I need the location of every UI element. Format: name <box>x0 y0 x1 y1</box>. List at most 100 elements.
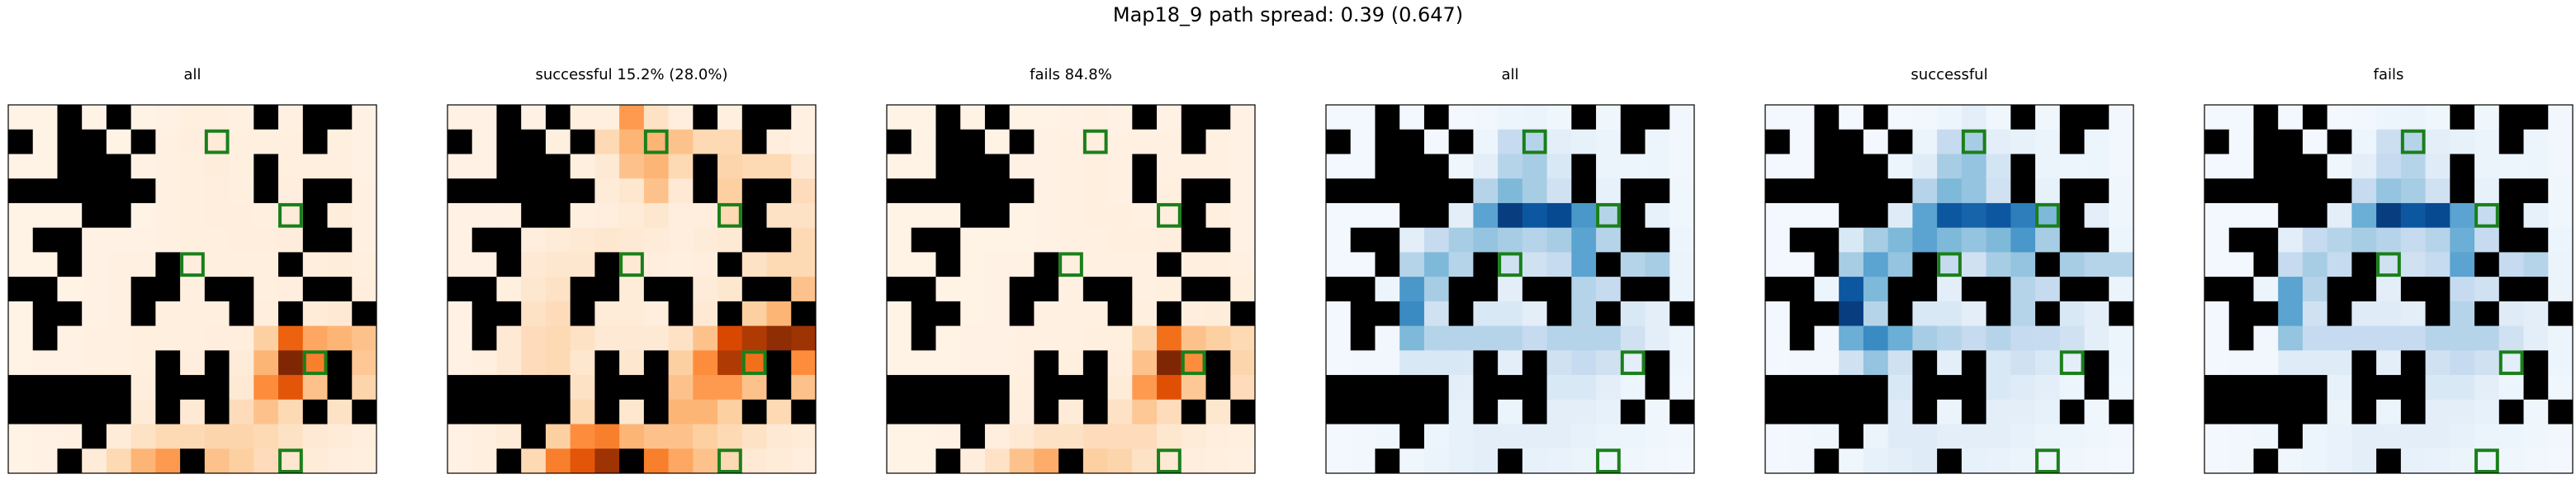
obstacle-cell <box>1645 350 1670 376</box>
heat-cell <box>2204 252 2230 277</box>
heat-cell <box>1645 424 1670 449</box>
heat-cell <box>496 325 522 351</box>
obstacle-cell <box>82 202 107 229</box>
heat-cell <box>1157 129 1182 154</box>
heat-cell <box>2400 424 2426 449</box>
obstacle-cell <box>1230 301 1256 326</box>
heat-cell <box>2548 350 2574 376</box>
obstacle-cell <box>1009 301 1035 326</box>
heatmap-panel-1 <box>7 104 377 474</box>
heat-cell <box>643 424 669 449</box>
heat-cell <box>1230 375 1256 401</box>
obstacle-cell <box>741 277 767 302</box>
heat-cell <box>1789 448 1815 474</box>
heat-cell <box>887 448 912 474</box>
heat-cell <box>180 399 206 424</box>
obstacle-cell <box>2376 448 2402 474</box>
heat-cell <box>1107 252 1133 277</box>
heat-cell <box>1326 227 1352 253</box>
obstacle-cell <box>2498 202 2524 229</box>
heat-cell <box>2059 448 2085 474</box>
heat-cell <box>668 202 694 229</box>
waypoint-marker <box>180 252 205 277</box>
heat-cell <box>668 424 694 449</box>
panel-title-5: successful <box>1911 66 1988 83</box>
heat-cell <box>8 325 34 351</box>
heat-cell <box>8 252 34 277</box>
heat-cell <box>302 301 328 326</box>
heat-cell <box>2035 375 2061 401</box>
obstacle-cell <box>1571 178 1597 204</box>
waypoint-marker <box>1961 129 1986 154</box>
heat-cell <box>155 178 181 204</box>
heat-cell <box>643 154 669 179</box>
heat-cell <box>1157 178 1182 204</box>
obstacle-cell <box>2498 129 2524 154</box>
heat-cell <box>1009 350 1035 376</box>
obstacle-cell <box>1375 129 1400 154</box>
heat-cell <box>352 154 377 179</box>
heat-cell <box>130 105 156 130</box>
heat-cell <box>791 424 817 449</box>
heat-cell <box>2109 325 2134 351</box>
heat-cell <box>1082 301 1108 326</box>
heat-cell <box>1596 375 1622 401</box>
obstacle-cell <box>935 154 961 179</box>
heat-cell <box>1571 375 1597 401</box>
heat-cell <box>2204 301 2230 326</box>
heat-cell <box>1937 399 1963 424</box>
heat-cell <box>1058 399 1084 424</box>
heat-cell <box>57 277 83 302</box>
obstacle-cell <box>911 399 936 424</box>
heat-cell <box>352 424 377 449</box>
obstacle-cell <box>911 301 936 326</box>
obstacle-cell <box>935 448 961 474</box>
heat-cell <box>766 129 792 154</box>
obstacle-cell <box>1887 277 1913 302</box>
obstacle-cell <box>594 350 620 376</box>
heat-cell <box>717 105 743 130</box>
heat-cell <box>693 375 718 401</box>
heat-cell <box>1912 129 1938 154</box>
obstacle-cell <box>57 227 83 253</box>
obstacle-cell <box>2327 178 2352 204</box>
heat-cell <box>352 178 377 204</box>
obstacle-cell <box>1522 375 1547 401</box>
obstacle-cell <box>1961 375 1986 401</box>
obstacle-cell <box>1034 350 1059 376</box>
waypoint-marker <box>741 350 767 376</box>
obstacle-cell <box>327 178 353 204</box>
heat-cell <box>496 202 522 229</box>
obstacle-cell <box>2010 105 2036 130</box>
obstacle-cell <box>2450 178 2475 204</box>
obstacle-cell <box>2228 301 2254 326</box>
heat-cell <box>1839 105 1864 130</box>
heat-cell <box>935 202 961 229</box>
heat-cell <box>545 301 571 326</box>
heat-cell <box>327 448 353 474</box>
heat-cell <box>570 375 595 401</box>
heat-cell <box>717 202 743 229</box>
heat-cell <box>229 105 254 130</box>
heat-cell <box>229 350 254 376</box>
heat-cell <box>521 301 547 326</box>
heat-cell <box>984 301 1011 326</box>
obstacle-cell <box>1423 375 1450 401</box>
heat-cell <box>545 448 571 474</box>
heat-cell <box>2278 448 2304 474</box>
heat-cell <box>2109 202 2134 229</box>
heat-cell <box>1132 301 1158 326</box>
heat-cell <box>693 277 718 302</box>
heat-cell <box>1765 325 1791 351</box>
heat-cell <box>1887 252 1913 277</box>
obstacle-cell <box>1814 301 1840 326</box>
heat-cell <box>1205 129 1231 154</box>
waypoint-marker <box>717 202 742 228</box>
heat-cell <box>1912 325 1938 351</box>
heat-cell <box>1132 424 1158 449</box>
obstacle-cell <box>887 129 912 154</box>
heat-cell <box>1157 227 1182 253</box>
heat-cell <box>2523 301 2549 326</box>
heat-cell <box>935 350 961 376</box>
